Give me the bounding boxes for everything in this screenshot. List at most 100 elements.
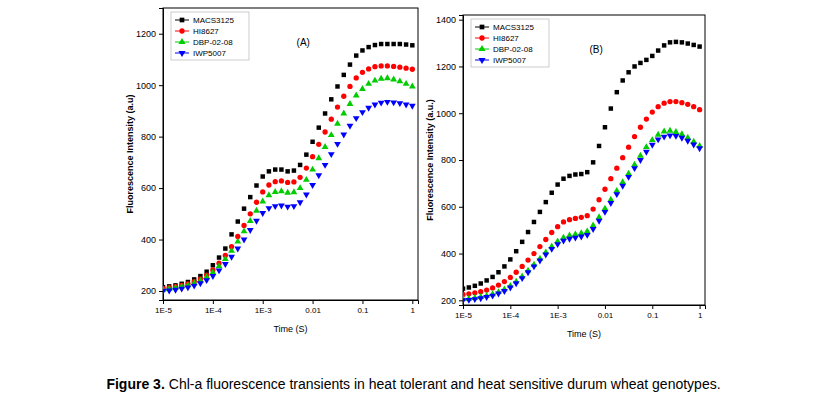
marker [525, 270, 532, 276]
y-tick-label: 200 [141, 286, 156, 296]
marker [385, 42, 389, 46]
marker [272, 188, 279, 194]
marker [209, 269, 216, 275]
marker [579, 172, 583, 176]
marker [398, 42, 402, 46]
marker [662, 43, 666, 47]
legend-label: MACS3125 [493, 23, 534, 32]
marker [573, 172, 577, 176]
marker [316, 142, 321, 147]
marker [649, 143, 656, 149]
marker [637, 158, 644, 164]
y-axis-line [459, 16, 464, 306]
y-tick-mark [159, 34, 163, 35]
marker [323, 111, 327, 115]
marker [310, 154, 315, 159]
marker [353, 92, 360, 98]
marker [242, 206, 246, 210]
marker [390, 100, 397, 106]
marker [655, 131, 662, 137]
marker [649, 136, 656, 142]
y-tick-label: 600 [441, 202, 456, 212]
marker [549, 230, 554, 235]
marker [467, 285, 471, 289]
marker [279, 167, 283, 171]
y-tick: 200 [141, 286, 163, 296]
x-tick-label: 1 [698, 311, 703, 320]
marker [359, 85, 366, 91]
series [163, 100, 416, 295]
marker [378, 101, 385, 107]
marker [341, 94, 346, 99]
y-tick: 400 [441, 249, 463, 259]
marker [697, 44, 701, 48]
marker [538, 210, 542, 214]
marker [267, 169, 271, 173]
marker [403, 103, 410, 109]
marker [673, 99, 678, 104]
legend-box [171, 12, 249, 60]
legend-symbol [478, 58, 485, 64]
marker [247, 228, 254, 234]
y-tick: 800 [441, 155, 463, 165]
marker [561, 219, 566, 224]
legend-label: DBP-02-08 [193, 38, 233, 47]
marker [197, 281, 204, 287]
marker [365, 106, 372, 112]
panel: 1E-51E-41E-30.010.1120040060080010001200… [425, 15, 706, 339]
y-tick: 600 [441, 202, 463, 212]
marker [379, 42, 383, 46]
marker [228, 247, 235, 253]
marker [328, 152, 335, 158]
marker [696, 146, 703, 152]
legend-symbol [178, 38, 185, 44]
x-tick-mark [605, 305, 606, 309]
y-tick: 1200 [136, 29, 163, 39]
marker [585, 170, 589, 174]
legend-label: HI8627 [193, 27, 219, 36]
marker [384, 100, 391, 106]
marker [561, 176, 565, 180]
marker [391, 42, 395, 46]
panel-title: (B) [589, 44, 602, 55]
y-tick-mark [159, 85, 163, 86]
marker [254, 183, 258, 187]
y-tick: 1200 [436, 62, 463, 72]
marker [228, 255, 235, 261]
x-tick-mark [313, 300, 314, 304]
marker [303, 176, 310, 182]
marker [685, 102, 690, 107]
marker [340, 110, 347, 116]
marker [473, 284, 477, 288]
marker [483, 295, 490, 301]
marker [596, 219, 603, 225]
x-tick-mark [263, 300, 264, 304]
marker [273, 179, 278, 184]
y-tick: 200 [441, 296, 463, 306]
x-tick-label: 0.01 [305, 306, 321, 315]
marker [543, 237, 548, 242]
marker [520, 240, 524, 244]
marker [614, 166, 619, 171]
marker [322, 129, 327, 134]
marker [403, 80, 410, 86]
marker [378, 63, 383, 68]
legend-symbol [178, 51, 185, 57]
x-axis-line [464, 306, 706, 310]
y-tick: 1000 [136, 81, 163, 91]
caption-label: Figure 3. [106, 376, 164, 392]
series [463, 127, 703, 301]
marker [216, 262, 223, 268]
y-tick-label: 200 [441, 296, 456, 306]
marker [602, 187, 607, 192]
y-axis-line [159, 9, 164, 301]
marker [661, 128, 668, 134]
marker [578, 229, 585, 235]
x-tick-label: 0.1 [357, 306, 369, 315]
marker [166, 289, 173, 295]
marker [259, 198, 266, 204]
marker [697, 107, 702, 112]
marker [297, 175, 302, 180]
marker [679, 100, 684, 105]
marker [578, 235, 585, 241]
